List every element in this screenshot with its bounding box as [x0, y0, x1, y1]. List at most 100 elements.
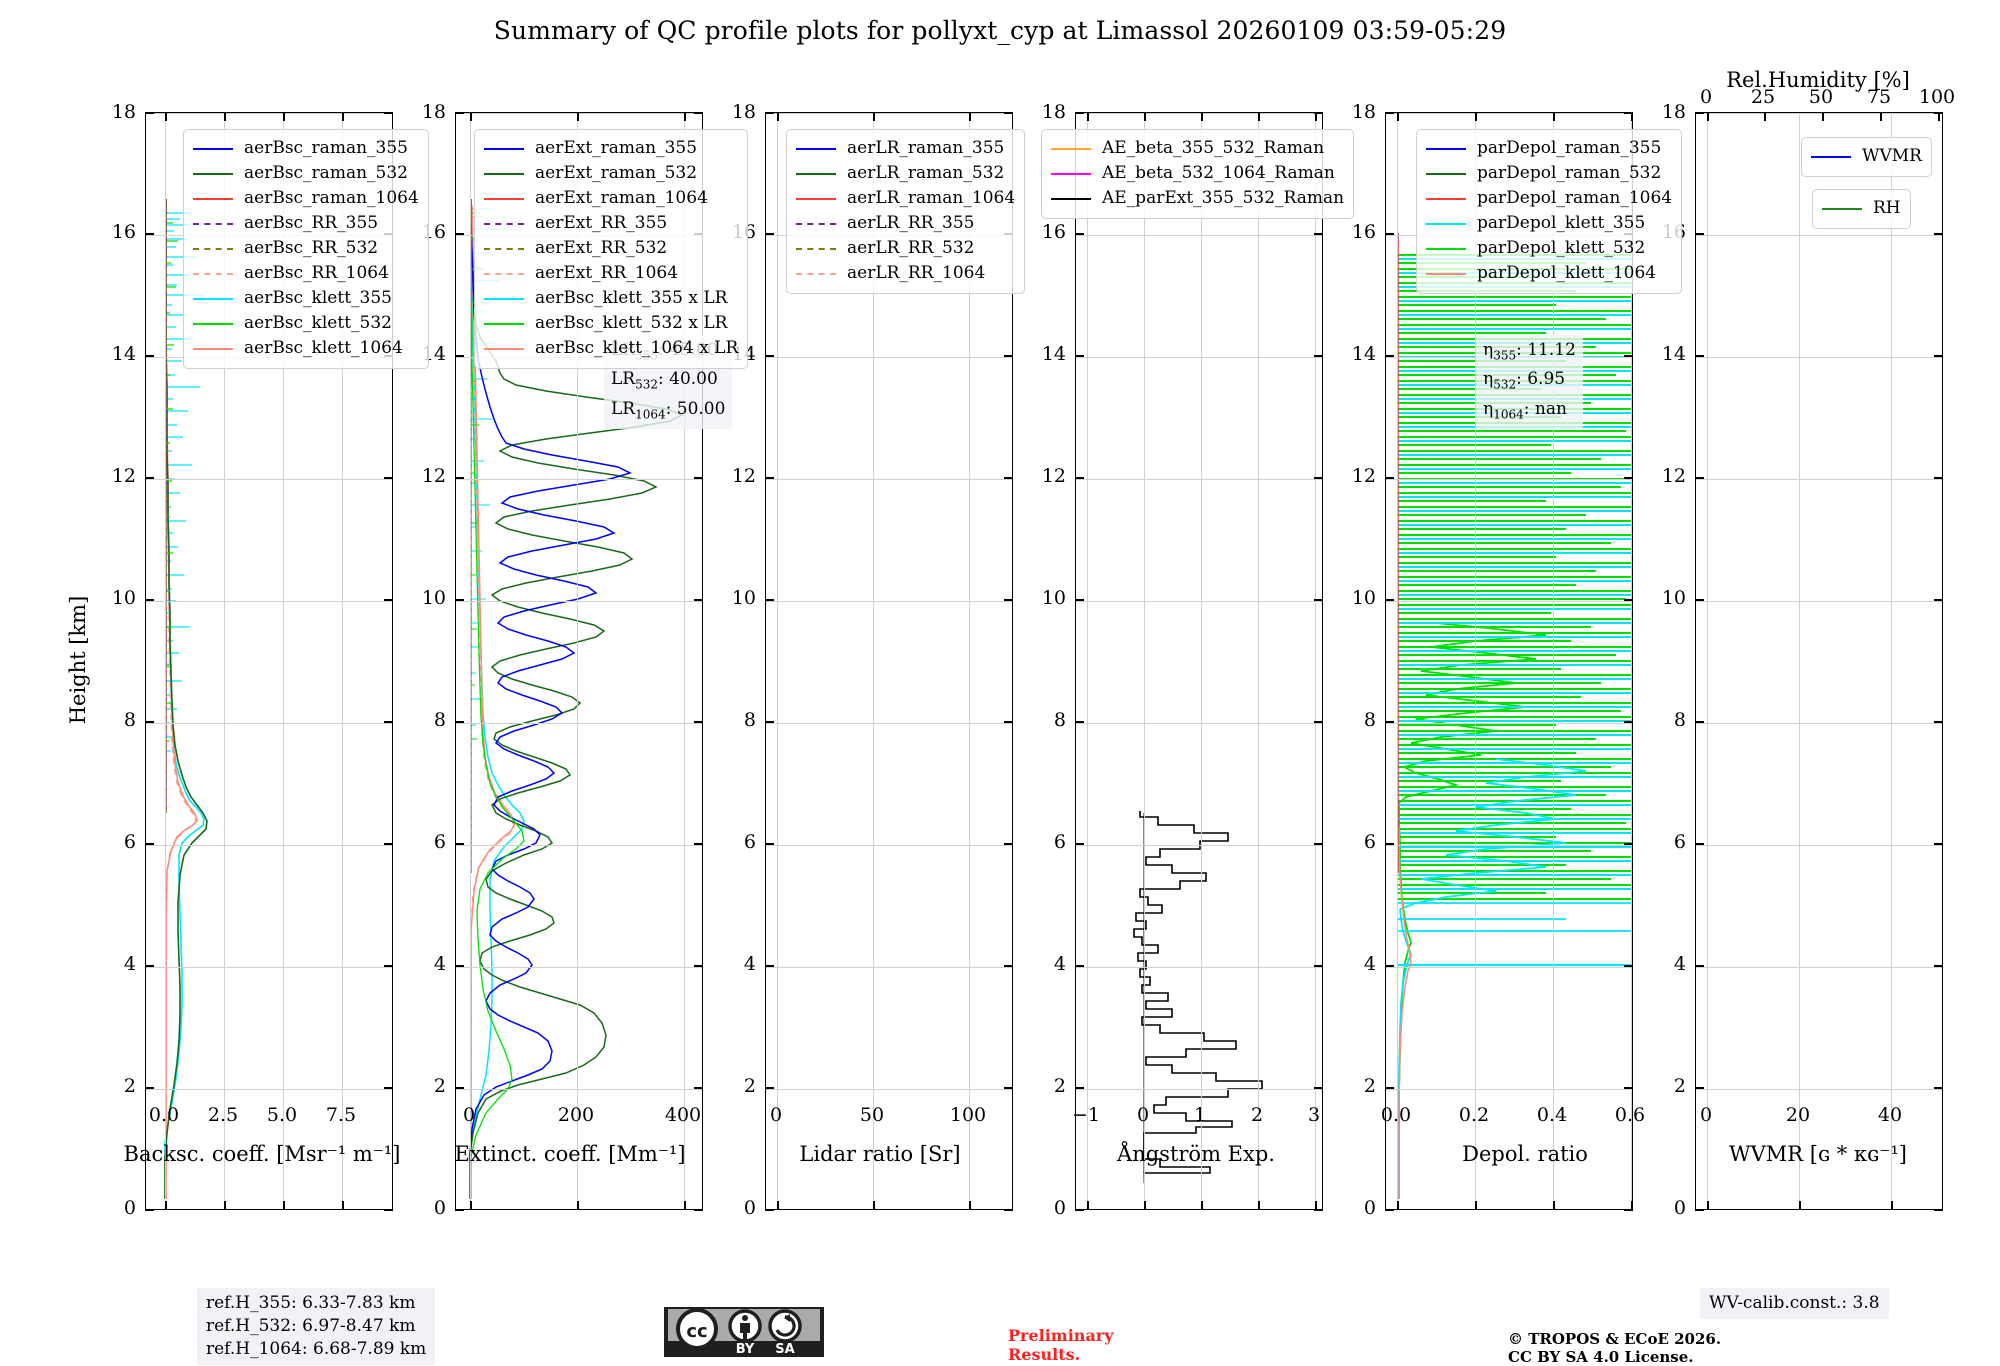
copyright-notice: © TROPOS & ECoE 2026. CC BY SA 4.0 Licen…: [1508, 1330, 1721, 1366]
legend-item[interactable]: aerLR_raman_355: [796, 136, 1015, 161]
y-tick-label: 16: [1041, 221, 1066, 243]
eta-line: η1064: nan: [1483, 398, 1567, 422]
legend-swatch-line: [1051, 172, 1091, 175]
legend-swatch-line: [1811, 155, 1851, 158]
y-axis-title: Height [km]: [66, 595, 90, 725]
legend-item[interactable]: aerLR_raman_1064: [796, 186, 1015, 211]
legend-item[interactable]: parDepol_raman_355: [1426, 136, 1672, 161]
ref-height-1064: ref.H_1064: 6.68-7.89 km: [206, 1339, 427, 1359]
legend-item[interactable]: parDepol_raman_532: [1426, 161, 1672, 186]
legend-wvmr[interactable]: WVMR: [1801, 137, 1932, 177]
legend-item[interactable]: aerLR_RR_532: [796, 236, 1015, 261]
legend-swatch-line: [1426, 147, 1466, 150]
preliminary-results-notice: Preliminary Results.: [1008, 1326, 1114, 1364]
legend-label: aerBsc_klett_355 x LR: [535, 288, 728, 308]
y-tick-label: 18: [1041, 101, 1066, 123]
top-tick-label: 50: [1808, 86, 1834, 108]
eta-line: η532: 6.95: [1483, 369, 1566, 392]
gridline-y: [146, 113, 392, 114]
legend-item[interactable]: parDepol_raman_1064: [1426, 186, 1672, 211]
legend-item[interactable]: aerBsc_klett_355 x LR: [484, 286, 738, 311]
legend-item[interactable]: aerLR_RR_355: [796, 211, 1015, 236]
legend-swatch-line: [484, 172, 524, 175]
legend-angstrom[interactable]: AE_beta_355_532_Raman AE_beta_532_1064_R…: [1041, 129, 1355, 219]
panel-wvmr: WVMR RH: [1695, 112, 1943, 1211]
legend-swatch-line: [796, 172, 836, 175]
legend-swatch-line: [193, 222, 233, 225]
legend-item[interactable]: parDepol_klett_532: [1426, 236, 1672, 261]
y-tick-label: 16: [111, 221, 136, 243]
plot-area-angstrom: [1076, 113, 1322, 1209]
y-tick-label: 2: [123, 1075, 136, 1097]
legend-item[interactable]: aerBsc_raman_532: [193, 161, 419, 186]
legend-item[interactable]: aerExt_RR_1064: [484, 261, 738, 286]
plot-area-extinction: [456, 113, 702, 1209]
legend-item[interactable]: aerLR_RR_1064: [796, 261, 1015, 286]
legend-item[interactable]: aerBsc_raman_1064: [193, 186, 419, 211]
legend-item[interactable]: AE_beta_532_1064_Raman: [1051, 161, 1344, 186]
legend-label: parDepol_klett_532: [1477, 238, 1646, 258]
y-tick-label: 6: [743, 831, 756, 853]
legend-item[interactable]: aerExt_raman_532: [484, 161, 738, 186]
legend-item[interactable]: aerBsc_klett_532 x LR: [484, 311, 738, 336]
legend-label: aerBsc_klett_355: [244, 288, 392, 308]
y-tick-label: 8: [1053, 709, 1066, 731]
legend-backscatter[interactable]: aerBsc_raman_355 aerBsc_raman_532 aerBsc…: [183, 129, 429, 369]
ref-height-355: ref.H_355: 6.33-7.83 km: [206, 1293, 416, 1313]
y-tick-label: 10: [731, 587, 756, 609]
gridline-x: [283, 113, 284, 1209]
x-tick-label: 5.0: [266, 1104, 298, 1126]
legend-swatch-line: [1426, 172, 1466, 175]
y-tick-label: 6: [433, 831, 446, 853]
legend-lidar-ratio[interactable]: aerLR_raman_355 aerLR_raman_532 aerLR_ra…: [786, 129, 1026, 294]
x-tick-label: 0.0: [1380, 1104, 1412, 1126]
legend-item[interactable]: AE_parExt_355_532_Raman: [1051, 186, 1344, 211]
legend-label: aerExt_RR_1064: [535, 263, 679, 283]
extinction-curves: [469, 199, 684, 1199]
legend-item[interactable]: aerBsc_klett_1064: [193, 336, 419, 361]
legend-item[interactable]: parDepol_klett_355: [1426, 211, 1672, 236]
x-tick-label: 0.4: [1536, 1104, 1568, 1126]
legend-rh[interactable]: RH: [1812, 189, 1911, 229]
legend-swatch-line: [484, 247, 524, 250]
legend-swatch-line: [193, 147, 233, 150]
legend-label: parDepol_raman_1064: [1477, 188, 1673, 208]
x-axis-title: Extinct. coeff. [Mm⁻¹]: [454, 1142, 686, 1166]
legend-item[interactable]: aerExt_raman_355: [484, 136, 738, 161]
legend-swatch-line: [193, 197, 233, 200]
legend-item[interactable]: aerBsc_klett_1064 x LR: [484, 336, 738, 361]
legend-depolarization[interactable]: parDepol_raman_355 parDepol_raman_532 pa…: [1416, 129, 1683, 294]
legend-item[interactable]: aerExt_raman_1064: [484, 186, 738, 211]
legend-item[interactable]: aerBsc_RR_1064: [193, 261, 419, 286]
y-tick-label: 10: [1351, 587, 1376, 609]
gridline-x: [224, 113, 225, 1209]
legend-item[interactable]: AE_beta_355_532_Raman: [1051, 136, 1344, 161]
legend-item[interactable]: aerBsc_raman_355: [193, 136, 419, 161]
legend-swatch-line: [1426, 272, 1466, 275]
legend-item[interactable]: aerBsc_RR_532: [193, 236, 419, 261]
plot-area-backscatter: [146, 113, 392, 1209]
legend-label: aerBsc_RR_532: [244, 238, 379, 258]
y-tick-label: 10: [421, 587, 446, 609]
panel-extinction: LR355: 45.00 LR532: 40.00 LR1064: 50.00 …: [455, 112, 749, 1211]
cc-license-badge[interactable]: cc BY SA: [664, 1307, 824, 1357]
y-tick-label: 10: [1661, 587, 1686, 609]
x-tick-label: 200: [557, 1104, 595, 1126]
gridline-y: [146, 967, 392, 968]
y-tick-label: 6: [123, 831, 136, 853]
legend-item[interactable]: aerBsc_RR_355: [193, 211, 419, 236]
legend-item[interactable]: aerBsc_klett_532: [193, 311, 419, 336]
legend-item[interactable]: aerExt_RR_532: [484, 236, 738, 261]
legend-item[interactable]: aerExt_RR_355: [484, 211, 738, 236]
legend-item[interactable]: WVMR: [1811, 144, 1922, 169]
top-tick-label: 75: [1866, 86, 1892, 108]
legend-swatch-line: [1051, 147, 1091, 150]
y-tick-label: 2: [1053, 1075, 1066, 1097]
legend-label: aerLR_raman_532: [847, 163, 1005, 183]
legend-item[interactable]: aerLR_raman_532: [796, 161, 1015, 186]
legend-item[interactable]: parDepol_klett_1064: [1426, 261, 1672, 286]
legend-item[interactable]: aerBsc_klett_355: [193, 286, 419, 311]
legend-extinction[interactable]: aerExt_raman_355 aerExt_raman_532 aerExt…: [474, 129, 749, 369]
legend-label: AE_beta_355_532_Raman: [1102, 138, 1325, 158]
legend-item[interactable]: RH: [1822, 196, 1901, 221]
